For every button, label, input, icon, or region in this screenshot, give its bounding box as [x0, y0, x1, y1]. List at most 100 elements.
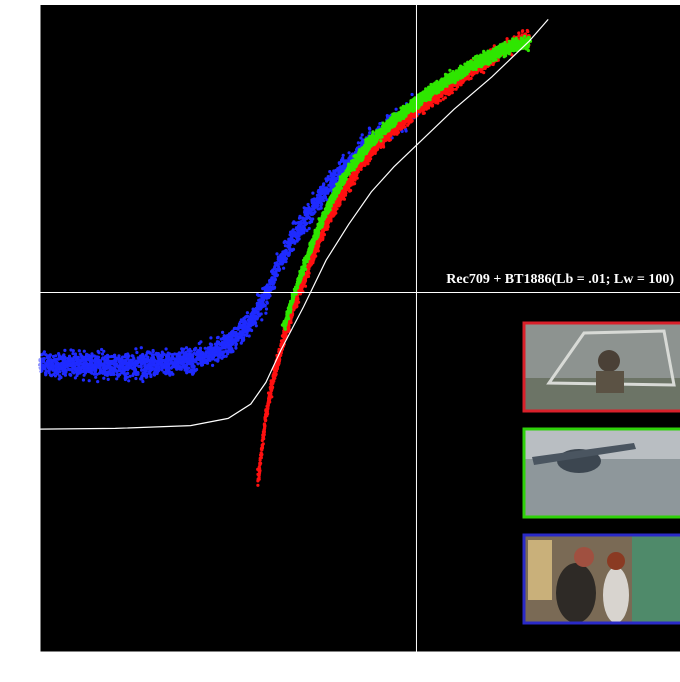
- series-1-point: [312, 207, 316, 211]
- series-1-point: [180, 350, 184, 354]
- series-1-point: [222, 354, 226, 359]
- series-1-point: [96, 360, 100, 364]
- series-1-point: [134, 347, 138, 351]
- series-1-point: [40, 369, 44, 373]
- series-1-point: [328, 170, 332, 174]
- series-1-point: [153, 359, 158, 363]
- series-1-point: [164, 347, 168, 351]
- series-1-point: [247, 334, 251, 338]
- series-1-point: [281, 252, 285, 256]
- series-1-point: [196, 362, 200, 366]
- series-1-point: [46, 363, 50, 367]
- series-2-point: [325, 220, 329, 224]
- series-2-point: [322, 233, 326, 237]
- series-2-point: [422, 111, 426, 115]
- series-1-point: [56, 372, 60, 376]
- series-1-point: [309, 207, 313, 211]
- series-1-point: [230, 336, 234, 340]
- series-2-point: [517, 31, 521, 35]
- series-1-point: [283, 244, 287, 248]
- series-1-point: [94, 375, 98, 379]
- series-1-point: [317, 207, 321, 211]
- series-1-point: [241, 331, 245, 335]
- series-1-point: [142, 368, 146, 372]
- series-1-point: [294, 221, 298, 225]
- series-1-point: [245, 311, 249, 315]
- series-1-point: [141, 379, 145, 384]
- series-1-point: [71, 370, 75, 374]
- series-1-point: [356, 141, 360, 145]
- series-1-point: [233, 339, 237, 343]
- series-2-point: [256, 483, 260, 487]
- series-1-point: [55, 362, 60, 366]
- series-1-point: [73, 367, 77, 371]
- series-2-point: [348, 189, 352, 193]
- series-1-point: [44, 372, 48, 376]
- series-1-point: [199, 340, 203, 344]
- series-1-point: [89, 354, 93, 358]
- series-1-point: [42, 366, 46, 371]
- series-1-point: [97, 351, 101, 355]
- series-1-point: [116, 374, 120, 378]
- series-1-point: [291, 221, 295, 225]
- series-1-point: [146, 355, 150, 359]
- series-1-point: [191, 371, 195, 375]
- series-1-point: [75, 356, 79, 360]
- series-1-point: [47, 359, 51, 363]
- series-1-point: [333, 172, 337, 176]
- series-1-point: [229, 350, 233, 354]
- series-1-point: [134, 376, 138, 381]
- series-1-point: [245, 314, 249, 318]
- series-1-point: [215, 344, 219, 348]
- series-1-point: [115, 377, 119, 381]
- series-2-point: [270, 380, 274, 384]
- series-1-point: [260, 318, 264, 322]
- series-1-point: [341, 153, 345, 157]
- series-1-point: [77, 349, 81, 353]
- series-1-point: [287, 243, 291, 247]
- series-1-point: [284, 250, 288, 254]
- series-1-point: [178, 357, 183, 361]
- series-1-point: [137, 364, 141, 368]
- series-1-point: [284, 260, 288, 264]
- series-1-point: [102, 366, 106, 370]
- series-1-point: [318, 197, 322, 201]
- series-2-point: [355, 176, 359, 180]
- series-1-point: [139, 346, 143, 350]
- series-1-point: [160, 368, 164, 372]
- series-2-point: [316, 249, 320, 253]
- series-1-point: [331, 179, 335, 183]
- series-1-point: [224, 354, 228, 358]
- series-1-point: [173, 364, 177, 369]
- series-1-point: [71, 361, 75, 365]
- series-1-point: [246, 325, 250, 329]
- series-1-point: [288, 238, 292, 242]
- series-1-point: [119, 359, 123, 363]
- series-1-point: [81, 362, 85, 366]
- series-1-point: [283, 239, 287, 243]
- series-1-point: [62, 361, 66, 365]
- series-1-point: [268, 279, 272, 283]
- series-1-point: [340, 158, 344, 162]
- series-2-point: [266, 407, 270, 411]
- series-1-point: [272, 267, 276, 271]
- series-1-point: [360, 133, 364, 137]
- series-1-point: [69, 363, 73, 368]
- series-2-point: [259, 461, 263, 465]
- series-1-point: [242, 337, 246, 342]
- series-1-point: [156, 362, 160, 366]
- series-2-point: [349, 183, 353, 187]
- series-1-point: [100, 347, 104, 352]
- series-1-point: [211, 363, 215, 367]
- series-1-point: [71, 366, 75, 370]
- series-1-point: [264, 311, 268, 315]
- series-1-point: [319, 201, 323, 205]
- series-1-point: [107, 355, 112, 359]
- series-1-point: [48, 353, 53, 357]
- series-1-point: [209, 344, 213, 348]
- series-1-point: [44, 353, 48, 357]
- series-1-point: [141, 371, 145, 375]
- series-2-point: [373, 149, 377, 153]
- series-1-point: [109, 365, 113, 370]
- series-2-point: [526, 30, 530, 34]
